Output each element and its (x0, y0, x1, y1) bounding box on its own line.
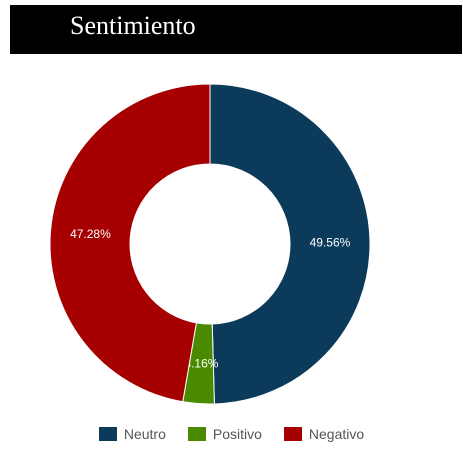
legend-item-negativo[interactable]: Negativo (283, 426, 365, 442)
legend-label: Neutro (123, 426, 166, 442)
sentiment-donut-chart: 49.56% 3.16% 47.28% Neutro Positivo Negativo (0, 60, 463, 455)
title-bar: Sentimiento (10, 5, 462, 54)
legend-item-neutro[interactable]: Neutro (98, 426, 166, 442)
legend-swatch (283, 427, 302, 441)
slice-neutro[interactable] (209, 83, 371, 405)
legend-label: Negativo (308, 426, 365, 442)
slice-negativo[interactable] (49, 83, 211, 403)
chart-legend: Neutro Positivo Negativo (0, 424, 463, 444)
legend-swatch (187, 427, 206, 441)
legend-swatch (98, 427, 117, 441)
legend-item-positivo[interactable]: Positivo (187, 426, 262, 442)
slice-label-negativo: 47.28% (70, 227, 111, 241)
slice-label-neutro: 49.56% (310, 235, 351, 249)
page-title: Sentimiento (70, 11, 196, 40)
slice-label-positivo: 3.16% (184, 357, 218, 371)
donut-chart-svg: 49.56% 3.16% 47.28% (49, 83, 371, 405)
legend-label: Positivo (212, 426, 262, 442)
